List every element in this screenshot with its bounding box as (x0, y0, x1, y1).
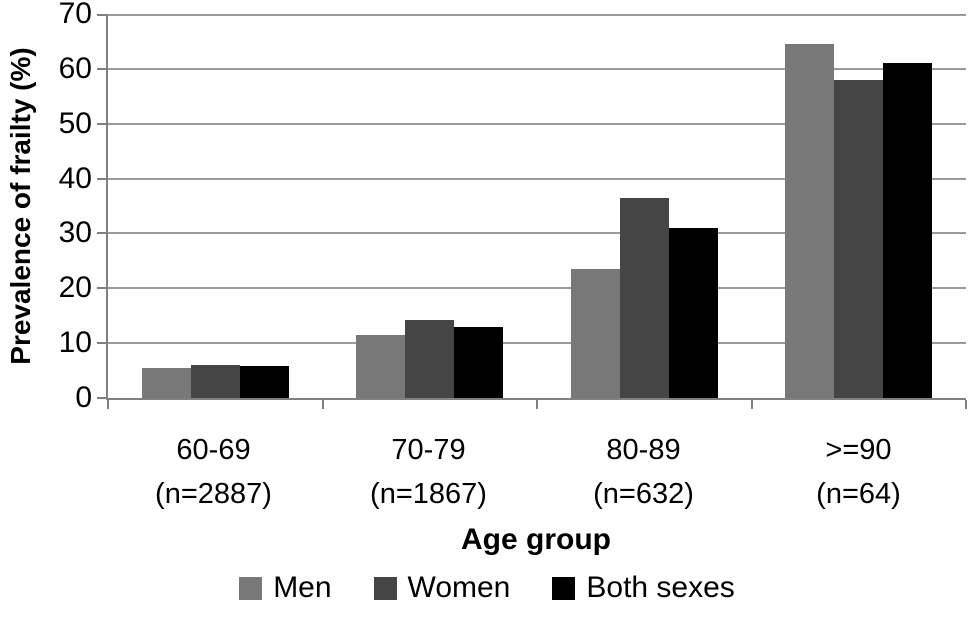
bar-group-80-89 (537, 14, 752, 398)
category-label: >=90 (825, 434, 892, 466)
y-tick-mark-70 (97, 14, 106, 16)
x-label-70-79: 70-79 (n=1867) (321, 428, 536, 516)
bar-men-80-89 (570, 269, 620, 398)
bar-both-sexes-60-69 (239, 366, 289, 398)
gridline-20 (108, 287, 966, 290)
y-tick-mark-30 (97, 232, 106, 235)
y-tick-label-10: 10 (58, 326, 92, 360)
legend-label: Women (407, 571, 511, 604)
bar-women->=90 (834, 79, 884, 398)
x-tick-mark-2 (536, 400, 538, 409)
y-tick-label-30: 30 (58, 216, 92, 250)
bar-both-sexes-80-89 (668, 227, 718, 398)
x-axis-labels: 60-69 (n=2887) 70-79 (n=1867) 80-89 (n=632) >=… (106, 428, 966, 516)
gridline-50 (108, 122, 966, 125)
y-tick-label-20: 20 (58, 271, 92, 305)
category-label: 80-89 (606, 434, 681, 466)
x-tick-mark-0 (107, 400, 109, 409)
legend: Men Women Both sexes (0, 570, 974, 606)
gridline-60 (108, 67, 966, 70)
category-label: 60-69 (176, 434, 251, 466)
plot-area (97, 14, 967, 409)
bar-both-sexes->=90 (883, 63, 933, 398)
bar-men->=90 (785, 44, 835, 398)
y-tick-mark-0 (97, 397, 106, 399)
y-tick-mark-60 (97, 67, 106, 70)
bar-men-70-79 (356, 334, 406, 398)
y-tick-label-60: 60 (58, 51, 92, 85)
legend-swatch-men (239, 576, 263, 600)
y-tick-mark-50 (97, 122, 106, 125)
legend-item-men: Men (239, 570, 332, 606)
gridline-10 (108, 342, 966, 345)
legend-item-both-sexes: Both sexes (552, 570, 735, 606)
x-label-80-89: 80-89 (n=632) (536, 428, 751, 516)
x-axis-title: Age group (461, 523, 611, 556)
legend-swatch-women (373, 576, 397, 600)
x-tick-mark-3 (750, 400, 753, 409)
gridline-40 (108, 177, 966, 180)
x-label-60-69: 60-69 (n=2887) (106, 428, 321, 516)
legend-label: Men (273, 571, 332, 604)
y-tick-label-0: 0 (75, 381, 92, 414)
bar-group-70-79 (323, 14, 538, 398)
y-tick-mark-40 (97, 177, 106, 180)
category-sublabel: (n=1867) (370, 478, 487, 510)
category-sublabel: (n=2887) (155, 478, 272, 510)
gridline-70 (108, 14, 966, 16)
bar-group->=90 (752, 14, 967, 398)
bar-both-sexes-70-79 (454, 326, 504, 398)
legend-label: Both sexes (586, 571, 735, 604)
y-tick-mark-10 (97, 342, 106, 345)
bar-group-60-69 (108, 14, 323, 398)
category-label: 70-79 (391, 434, 466, 466)
legend-item-women: Women (373, 570, 511, 606)
legend-swatch-both-sexes (552, 576, 576, 600)
bar-women-80-89 (619, 197, 669, 398)
category-sublabel: (n=632) (593, 478, 694, 510)
bar-women-70-79 (405, 319, 455, 398)
category-sublabel: (n=64) (816, 478, 901, 510)
x-tick-mark-1 (321, 400, 324, 409)
bar-groups (108, 14, 966, 398)
x-tick-mark-4 (965, 400, 967, 409)
y-tick-mark-20 (97, 287, 106, 290)
x-label->=90: >=90 (n=64) (751, 428, 966, 516)
y-tick-label-40: 40 (58, 161, 92, 195)
gridline-30 (108, 232, 966, 235)
y-tick-label-50: 50 (58, 106, 92, 140)
bar-women-60-69 (190, 365, 240, 398)
bar-men-60-69 (141, 367, 191, 398)
y-tick-label-70: 70 (58, 0, 92, 30)
